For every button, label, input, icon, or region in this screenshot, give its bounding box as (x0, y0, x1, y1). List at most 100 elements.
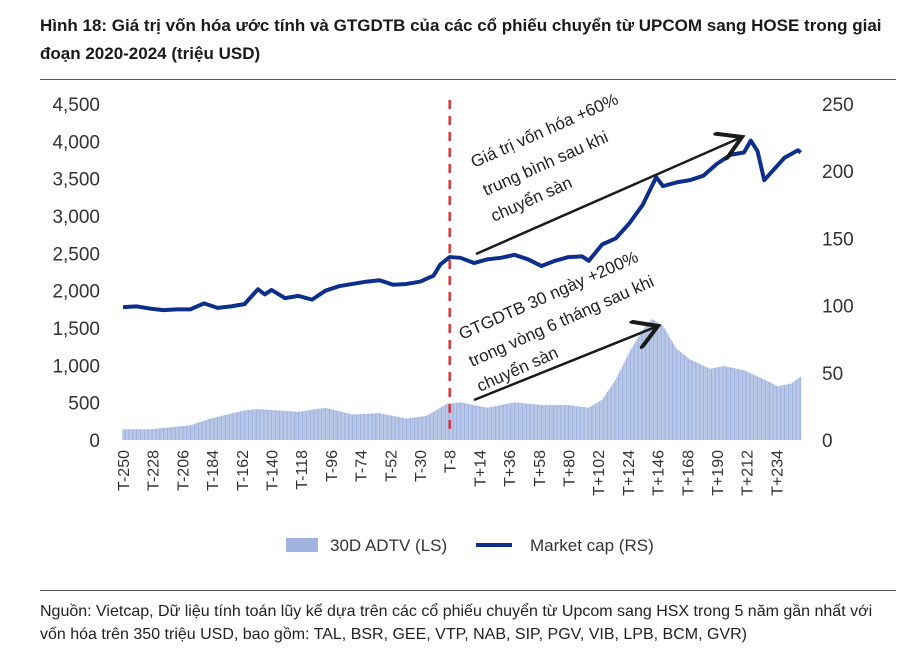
adtv-bar (492, 406, 494, 440)
adtv-bar (708, 368, 710, 440)
adtv-bar (528, 403, 530, 440)
adtv-bar (495, 406, 497, 440)
adtv-bar (223, 415, 225, 440)
adtv-bar (327, 408, 329, 440)
adtv-bar (254, 409, 256, 440)
adtv-bar (604, 395, 606, 440)
adtv-bar (648, 322, 650, 440)
adtv-bar (323, 407, 325, 440)
adtv-bar (160, 428, 162, 440)
adtv-bar (346, 413, 348, 440)
adtv-bar (758, 377, 760, 440)
adtv-bar (628, 352, 630, 440)
adtv-bar (515, 402, 517, 440)
adtv-bar (384, 414, 386, 440)
adtv-bar (457, 402, 459, 440)
adtv-bar (536, 404, 538, 440)
adtv-bar (222, 415, 224, 440)
adtv-bar (704, 366, 706, 440)
adtv-bar (499, 405, 501, 440)
adtv-bar (678, 350, 680, 440)
adtv-bar (607, 391, 609, 440)
adtv-bar (790, 383, 792, 440)
adtv-bar (563, 405, 565, 440)
adtv-bar (441, 406, 443, 440)
adtv-bar (161, 428, 163, 440)
chart-title: Hình 18: Giá trị vốn hóa ước tính và GTG… (40, 16, 882, 63)
adtv-bar (207, 419, 209, 440)
adtv-bar (424, 415, 426, 440)
adtv-bar (277, 410, 279, 440)
adtv-bar (468, 403, 470, 440)
adtv-bar (767, 381, 769, 440)
adtv-bar (760, 378, 763, 440)
adtv-bar (202, 421, 204, 440)
adtv-bar (651, 319, 653, 440)
adtv-bar (299, 411, 301, 440)
adtv-bar (785, 384, 787, 440)
adtv-bar (558, 405, 560, 440)
adtv-bar (403, 417, 405, 440)
adtv-bar (643, 328, 645, 440)
adtv-bar (733, 368, 736, 440)
adtv-bar (690, 359, 692, 440)
x-axis-tick-label: T-206 (175, 450, 192, 491)
adtv-bar (627, 355, 629, 440)
adtv-bar (176, 426, 178, 440)
adtv-bar (752, 374, 754, 440)
adtv-bar (473, 405, 475, 440)
adtv-bar (698, 363, 700, 440)
adtv-bar (226, 414, 228, 440)
adtv-bar (215, 417, 217, 440)
adtv-bar (307, 410, 309, 440)
adtv-bar (522, 403, 524, 440)
adtv-bar (765, 380, 767, 440)
adtv-bar (142, 429, 144, 440)
adtv-bar (404, 418, 406, 440)
adtv-bar (792, 382, 794, 440)
adtv-bar (349, 413, 351, 440)
adtv-bar (700, 364, 702, 440)
legend-swatch-adtv (286, 538, 318, 552)
adtv-bar (196, 422, 198, 440)
adtv-bar (427, 415, 429, 440)
adtv-bar (667, 334, 669, 440)
adtv-bar (295, 411, 297, 440)
adtv-bar (185, 425, 187, 440)
adtv-bar (725, 366, 727, 440)
adtv-bar (693, 361, 695, 440)
adtv-bar (724, 366, 726, 440)
adtv-bar (431, 412, 433, 440)
adtv-bar (647, 323, 649, 440)
adtv-bar (735, 368, 737, 440)
adtv-bar (670, 339, 672, 440)
adtv-bar (210, 418, 212, 440)
adtv-bar (497, 405, 499, 440)
adtv-bar (713, 367, 715, 440)
adtv-bar (280, 410, 282, 440)
adtv-bar (188, 425, 190, 440)
adtv-bar (318, 408, 320, 440)
adtv-bar (214, 417, 216, 440)
adtv-bar (642, 329, 644, 440)
adtv-bar (287, 411, 289, 440)
adtv-bar (727, 366, 729, 440)
adtv-bar (580, 406, 582, 440)
adtv-bar (677, 349, 679, 440)
adtv-bar (517, 402, 520, 440)
adtv-bar (762, 378, 764, 440)
adtv-bar (509, 403, 511, 440)
adtv-bar (565, 405, 567, 440)
adtv-bar (342, 412, 344, 440)
adtv-bar (638, 336, 640, 440)
adtv-bar (423, 416, 425, 440)
adtv-bar (148, 429, 150, 440)
adtv-bar (195, 423, 197, 440)
x-axis-tick-label: T-140 (265, 450, 282, 491)
adtv-bar (658, 323, 660, 440)
adtv-bar (519, 402, 521, 440)
left-axis-tick-label: 4,500 (52, 95, 100, 116)
right-axis-tick-label: 100 (822, 297, 854, 318)
adtv-bar (500, 405, 502, 440)
adtv-bar (549, 405, 551, 440)
